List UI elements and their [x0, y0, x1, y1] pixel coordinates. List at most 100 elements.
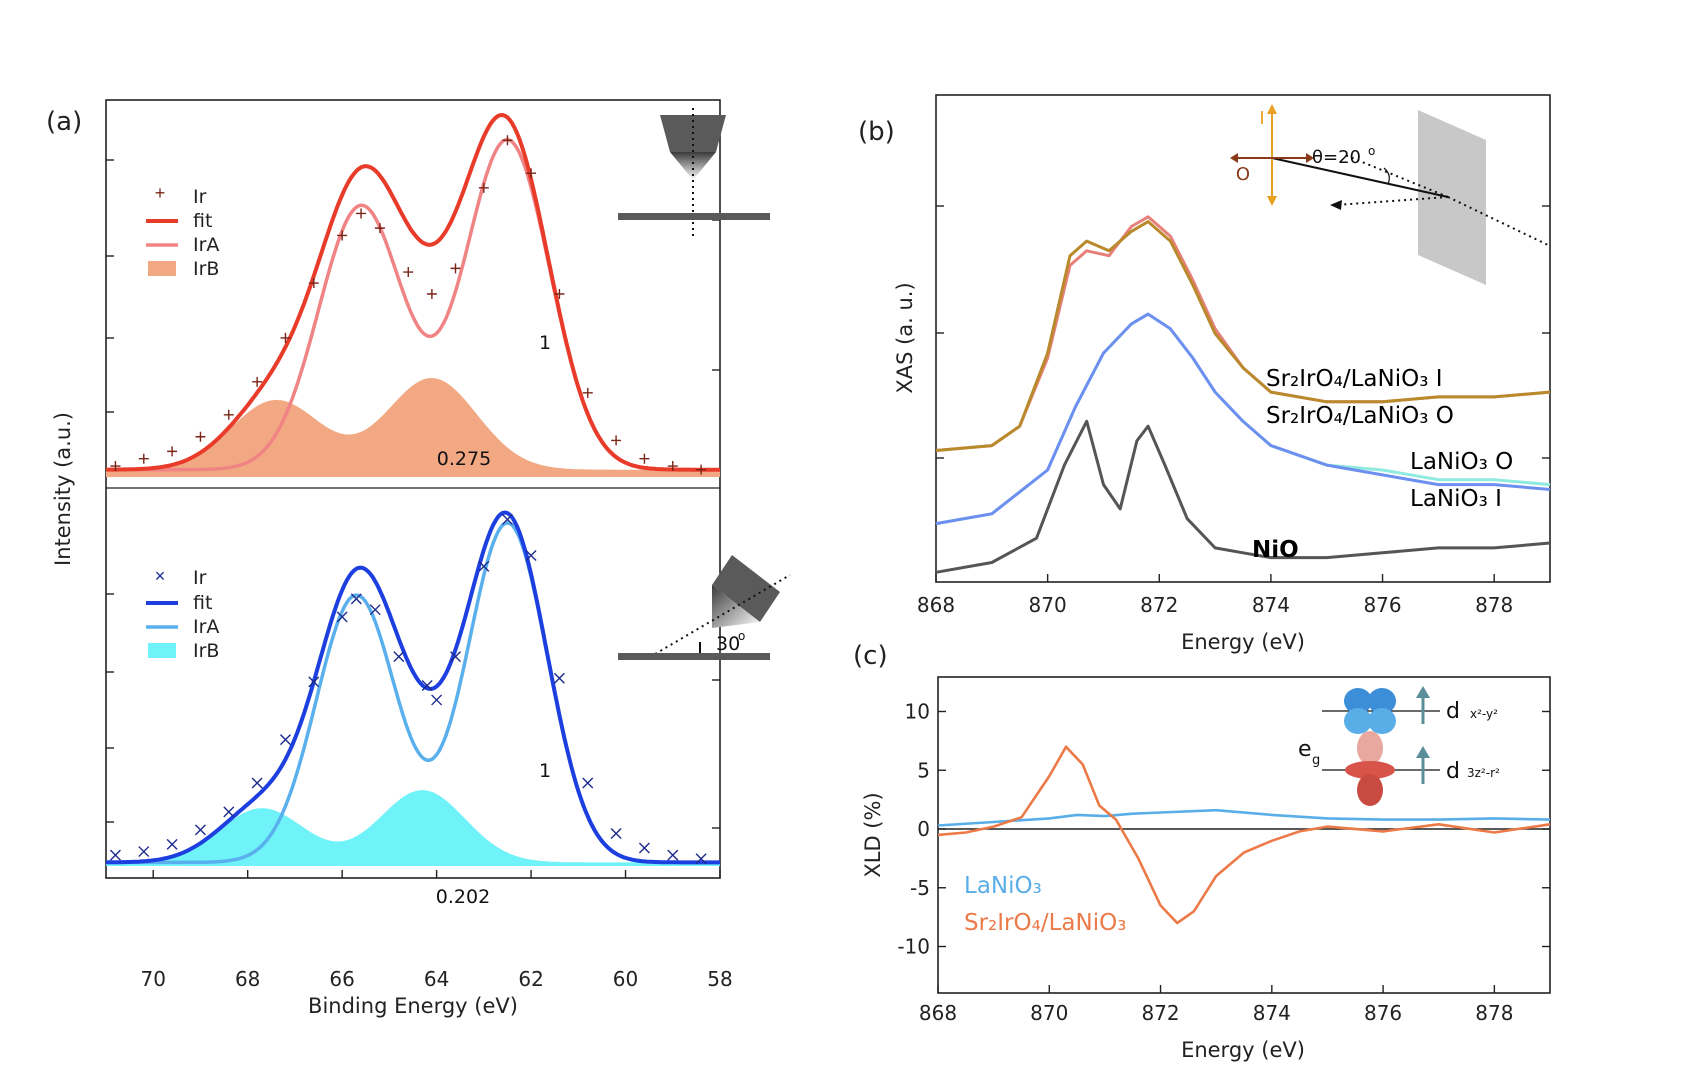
panel-c-orbital-inset: e g d x²-y² d 3z²-r² [1298, 686, 1500, 806]
ratio-ira-bot: 1 [539, 760, 551, 782]
inset-theta-unit: o [1368, 144, 1375, 158]
panel-b-xlabel: Energy (eV) [1181, 630, 1305, 654]
orbital-lobe-3 [1344, 708, 1372, 734]
a-xtick-label: 70 [141, 967, 166, 991]
b-xtick-label: 878 [1475, 593, 1513, 617]
data-point-ir [166, 838, 178, 850]
panel-a-ylabel: Intensity (a.u.) [51, 412, 75, 566]
inset-theta: θ=20 [1312, 147, 1361, 168]
legend-ira-top: IrA [193, 234, 219, 256]
orbital-lobe-2 [1368, 688, 1396, 714]
data-point-ir [138, 453, 149, 464]
data-point-ir [638, 842, 650, 854]
legend-irb-swatch-top [148, 261, 176, 276]
angle-label: 30 [716, 633, 740, 655]
a-xtick-label: 68 [235, 967, 260, 991]
c-xtick-label: 874 [1253, 1001, 1291, 1025]
a-xtick-label: 66 [329, 967, 354, 991]
spin-arrowhead-2 [1416, 746, 1430, 758]
data-point-ir [526, 168, 537, 179]
panel-b-frame [935, 94, 1551, 583]
data-point-ir [421, 680, 433, 691]
c-ytick-label: -10 [897, 935, 930, 959]
a-xtick-label: 60 [613, 967, 638, 991]
c-xtick-label: 870 [1030, 1001, 1068, 1025]
data-point-ir [667, 849, 679, 861]
panel-a-top-plot [106, 112, 720, 477]
c-ytick-label: -5 [910, 876, 930, 900]
label-nio: NiO [1252, 537, 1299, 563]
curve-xld-lno [937, 808, 1551, 827]
panel-c-ylabel: XLD (%) [861, 792, 885, 877]
panel-b-inset: I O θ=20 o [1230, 104, 1549, 285]
panel-c-label: (c) [853, 641, 888, 671]
label-lno-o: LaNiO₃ O [1410, 449, 1513, 475]
data-point-ir [337, 230, 348, 241]
data-point-ir [110, 461, 121, 472]
inset-label-o: O [1236, 164, 1250, 185]
panel-c-frame [937, 676, 1551, 994]
fit-curve [106, 112, 720, 472]
orbital-dz2-ring [1345, 761, 1395, 779]
data-point-ir [393, 651, 405, 663]
label-eg-sub: g [1312, 753, 1320, 768]
data-point-ir [252, 376, 263, 387]
legend-irb-top: IrB [193, 258, 219, 280]
inset-normal-geometry [618, 108, 770, 236]
data-point-ir [194, 824, 206, 836]
data-point-ir [450, 651, 462, 663]
data-point-ir [582, 777, 594, 789]
legend-ir-bot: Ir [193, 567, 207, 589]
panel-a-label: (a) [46, 107, 82, 137]
label-eg: e [1298, 737, 1312, 762]
data-point-ir [195, 431, 206, 442]
c-ytick-label: 5 [917, 758, 930, 782]
c-ytick-label: 10 [905, 700, 930, 724]
orbital-dz2-bottom [1357, 774, 1383, 806]
data-point-ir [369, 604, 381, 616]
a-xtick-label: 58 [707, 967, 732, 991]
a-xtick-label: 64 [424, 967, 449, 991]
data-point-ir [138, 846, 150, 858]
panel-c-xlabel: Energy (eV) [1181, 1038, 1305, 1062]
legend-ira-bot: IrA [193, 616, 219, 638]
data-point-ir [336, 611, 348, 623]
polarization-o-arrow-right [1306, 153, 1314, 163]
data-point-ir [525, 550, 537, 562]
legend-c-sr: Sr₂IrO₄/LaNiO₃ [964, 910, 1126, 936]
data-point-ir [350, 593, 362, 605]
data-point-ir [308, 278, 319, 289]
data-point-ir [279, 734, 291, 746]
data-point-ir [611, 435, 622, 446]
data-point-ir [167, 446, 178, 457]
data-point-ir [356, 208, 367, 219]
fit-curve [106, 510, 720, 865]
legend-fit-top: fit [193, 210, 212, 232]
spin-arrowhead-1 [1416, 686, 1430, 698]
ratio-irb-bot: 0.202 [436, 886, 490, 908]
data-point-ir [223, 409, 234, 420]
polarization-o-arrow-left [1230, 153, 1238, 163]
data-point-ir [554, 289, 565, 299]
theta-arc [1383, 167, 1390, 185]
label-lno-i: LaNiO₃ I [1410, 486, 1502, 512]
data-point-ir [223, 806, 235, 818]
data-point-ir [582, 387, 593, 398]
label-d1-sub: x²-y² [1470, 707, 1498, 721]
c-xtick-label: 876 [1364, 1001, 1402, 1025]
data-point-ir [478, 182, 489, 193]
curve-nio [935, 419, 1551, 574]
analyzer-icon-bot [712, 555, 780, 622]
panel-c-plot [937, 745, 1551, 925]
analyzer-cone-top [670, 152, 716, 180]
orbital-dz2-top [1357, 731, 1383, 765]
panel-a-frame [105, 99, 721, 879]
curve-xld-sr [937, 745, 1551, 925]
analyzer-cone-bot [712, 585, 760, 628]
legend-irb-bot: IrB [193, 640, 219, 662]
polarization-i-arrow-up [1267, 104, 1277, 114]
data-point-ir [695, 853, 707, 865]
panel-a-bottom-legend: × Ir fit IrA IrB [146, 566, 219, 662]
legend-irb-swatch-bot [148, 643, 176, 658]
